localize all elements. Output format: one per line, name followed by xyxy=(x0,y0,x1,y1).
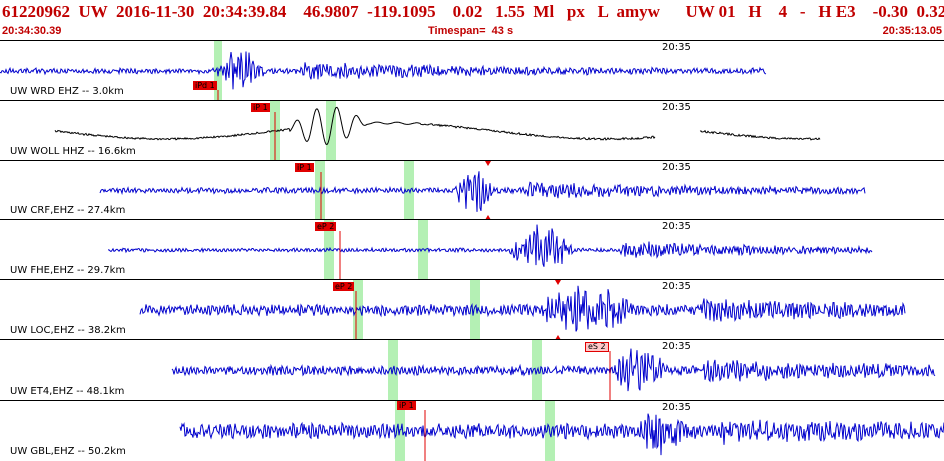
minute-time-label: 20:35 xyxy=(662,42,691,53)
waveform-trace xyxy=(179,413,944,456)
amplitude-marker-bottom xyxy=(555,335,561,340)
trace-panel[interactable]: eP 2 20:35 UW FHE,EHZ -- 29.7km xyxy=(0,219,944,280)
phase-window xyxy=(418,220,428,280)
trace-panel[interactable]: iP 1 20:35 UW WOLL HHZ -- 16.6km xyxy=(0,100,944,161)
trace-panel[interactable]: iP 1 20:35 UW CRF,EHZ -- 27.4km xyxy=(0,160,944,220)
minute-time-label: 20:35 xyxy=(662,281,691,292)
start-time: 20:34:30.39 xyxy=(2,25,62,37)
phase-pick-label[interactable]: iPd 1 xyxy=(193,81,217,90)
amplitude-marker-top xyxy=(555,280,561,285)
phase-window xyxy=(470,280,480,340)
phase-window xyxy=(315,161,325,220)
minute-time-label: 20:35 xyxy=(662,221,691,232)
waveform-plot xyxy=(99,161,866,220)
phase-pick-label[interactable]: eS 2 xyxy=(585,342,609,352)
waveform-plot xyxy=(179,401,944,461)
trace-panel[interactable]: eP 2 20:35 UW LOC,EHZ -- 38.2km xyxy=(0,279,944,340)
minute-time-label: 20:35 xyxy=(662,102,691,113)
waveform-trace xyxy=(171,348,936,392)
amplitude-marker-bottom xyxy=(485,215,491,220)
trace-panel[interactable]: eS 2 20:35 UW ET4,EHZ -- 48.1km xyxy=(0,339,944,401)
waveform-plot xyxy=(54,101,821,161)
waveform-trace xyxy=(139,285,906,332)
minute-time-label: 20:35 xyxy=(662,162,691,173)
event-header: 61220962 UW 2016-11-30 20:34:39.84 46.98… xyxy=(0,0,944,40)
waveform-trace xyxy=(0,51,767,90)
waveform-plot xyxy=(171,340,936,401)
station-channel-label: UW LOC,EHZ -- 38.2km xyxy=(10,325,126,336)
waveform-trace xyxy=(99,171,866,212)
minute-time-label: 20:35 xyxy=(662,341,691,352)
phase-pick-label[interactable]: iP 1 xyxy=(295,163,314,172)
phase-pick-label[interactable]: iP 1 xyxy=(251,103,270,112)
station-channel-label: UW GBL,EHZ -- 50.2km xyxy=(10,446,126,457)
waveform-plot xyxy=(108,220,873,280)
waveform-plot xyxy=(139,280,906,340)
station-channel-label: UW FHE,EHZ -- 29.7km xyxy=(10,265,126,276)
station-channel-label: UW CRF,EHZ -- 27.4km xyxy=(10,205,126,216)
end-time: 20:35:13.05 xyxy=(882,25,942,37)
phase-pick-label[interactable]: iP 1 xyxy=(397,401,416,410)
phase-window xyxy=(214,41,222,101)
phase-pick-label[interactable]: eP 2 xyxy=(333,282,355,291)
waveform-trace xyxy=(699,129,821,141)
station-channel-label: UW WRD EHZ -- 3.0km xyxy=(10,86,124,97)
phase-pick-label[interactable]: eP 2 xyxy=(315,222,337,231)
waveform-trace xyxy=(54,106,656,146)
minute-time-label: 20:35 xyxy=(662,402,691,413)
trace-panel[interactable]: iPd 1 20:35 UW WRD EHZ -- 3.0km xyxy=(0,40,944,101)
waveform-plot xyxy=(0,41,767,101)
trace-panel[interactable]: iP 1 20:35 UW GBL,EHZ -- 50.2km xyxy=(0,400,944,461)
waveform-trace xyxy=(108,224,873,267)
station-channel-label: UW ET4,EHZ -- 48.1km xyxy=(10,386,125,397)
event-summary: 61220962 UW 2016-11-30 20:34:39.84 46.98… xyxy=(2,2,944,21)
timespan: Timespan= 43 s xyxy=(428,25,514,37)
station-channel-label: UW WOLL HHZ -- 16.6km xyxy=(10,146,136,157)
amplitude-marker-top xyxy=(485,161,491,166)
